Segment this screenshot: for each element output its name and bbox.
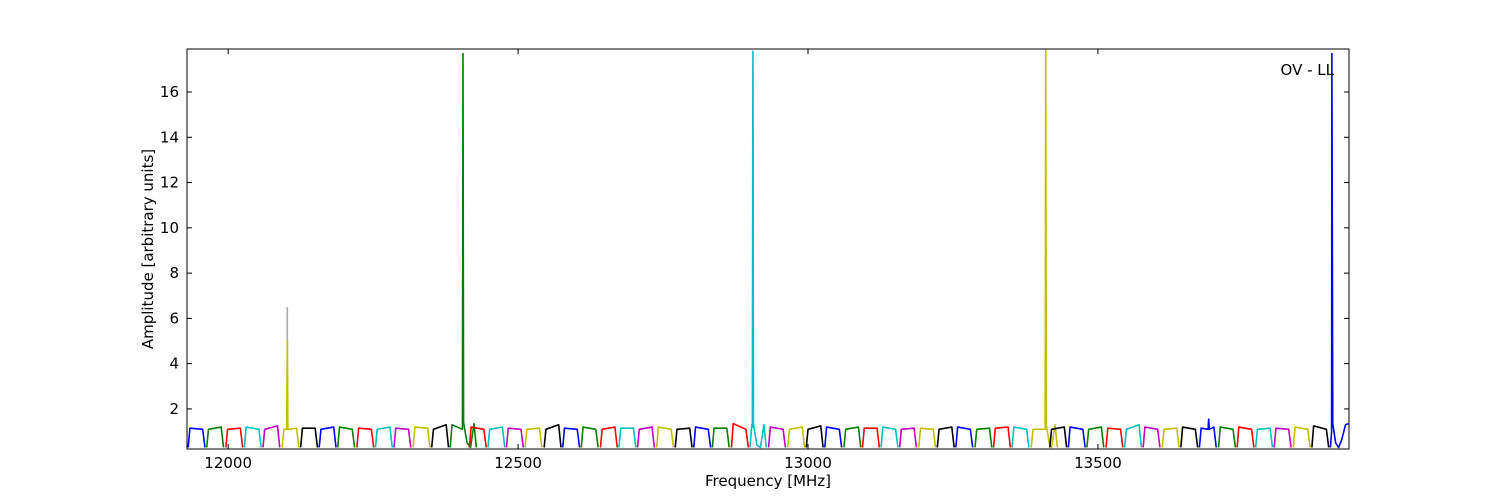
x-axis-title: Frequency [MHz]: [705, 472, 831, 490]
series-line: [1273, 427, 1292, 448]
y-tick-label: 12: [160, 174, 179, 192]
series-line: [730, 422, 750, 448]
series-line: [936, 426, 955, 448]
y-axis-title: Amplitude [arbitrary units]: [139, 149, 157, 349]
series-line: [1067, 426, 1086, 448]
x-tick-label: 13000: [784, 454, 832, 472]
series-line: [412, 426, 431, 448]
series-line: [262, 425, 281, 448]
series-line: [674, 427, 693, 448]
y-tick-label: 10: [160, 219, 179, 237]
series-line: [636, 426, 656, 448]
series-line: [618, 427, 637, 448]
series-line: [1030, 49, 1059, 449]
series-line: [1049, 426, 1068, 448]
series-line: [524, 427, 543, 448]
series-line: [243, 426, 263, 448]
series-line: [749, 50, 768, 449]
series-line: [805, 425, 824, 448]
axes-frame: [186, 48, 1350, 450]
series-line: [1217, 426, 1237, 448]
x-tick-label: 12500: [494, 454, 542, 472]
series-line: [561, 427, 581, 448]
series-line: [430, 423, 450, 448]
series-line: [1086, 426, 1105, 448]
y-tick-label: 6: [169, 309, 179, 327]
series-line: [393, 427, 412, 448]
series-line: [468, 426, 487, 448]
series-line: [1011, 426, 1030, 448]
series-line: [487, 426, 506, 448]
series-line: [281, 340, 300, 448]
series-line: [1236, 426, 1255, 448]
series-line: [336, 426, 356, 448]
series-line: [1161, 427, 1180, 448]
series-line: [1180, 426, 1199, 448]
series-line: [356, 427, 375, 448]
series-line: [580, 426, 599, 448]
series-line: [1123, 423, 1143, 448]
x-tick-label: 13500: [1074, 454, 1122, 472]
series-line: [1292, 426, 1311, 448]
series-line: [1254, 427, 1274, 448]
series-line: [449, 52, 478, 449]
series-line: [861, 427, 881, 448]
series-line: [711, 427, 730, 448]
series-line: [1198, 418, 1218, 448]
series-line: [786, 426, 806, 448]
series-line: [543, 423, 562, 448]
series-line: [205, 426, 225, 448]
series-line: [599, 426, 619, 448]
series-line: [374, 426, 394, 448]
y-tick-label: 8: [169, 264, 179, 282]
series-line: [767, 426, 787, 448]
series-line: [655, 426, 675, 448]
series-line: [824, 426, 843, 448]
series-line: [898, 427, 918, 448]
y-tick-label: 14: [160, 128, 179, 146]
plot-area: [187, 49, 1349, 449]
series-line: [299, 427, 319, 448]
series-line: [1329, 52, 1349, 449]
x-tick-label: 12000: [204, 454, 252, 472]
series-line: [1105, 427, 1124, 448]
series-line: [318, 426, 337, 448]
series-line: [187, 427, 206, 448]
series-line: [1311, 425, 1330, 448]
series-line: [974, 427, 993, 448]
series-line: [692, 426, 712, 448]
series-line: [1142, 426, 1161, 448]
series-line: [225, 427, 244, 448]
annotation: OV - LL: [1281, 61, 1335, 79]
series-line: [880, 426, 899, 448]
series-line: [843, 426, 862, 448]
y-tick-label: 2: [169, 400, 179, 418]
series-line: [505, 427, 525, 448]
series-line: [992, 426, 1012, 448]
y-tick-label: 4: [169, 355, 179, 373]
series-line: [917, 427, 937, 448]
series-line: [955, 426, 974, 448]
y-tick-label: 16: [160, 83, 179, 101]
